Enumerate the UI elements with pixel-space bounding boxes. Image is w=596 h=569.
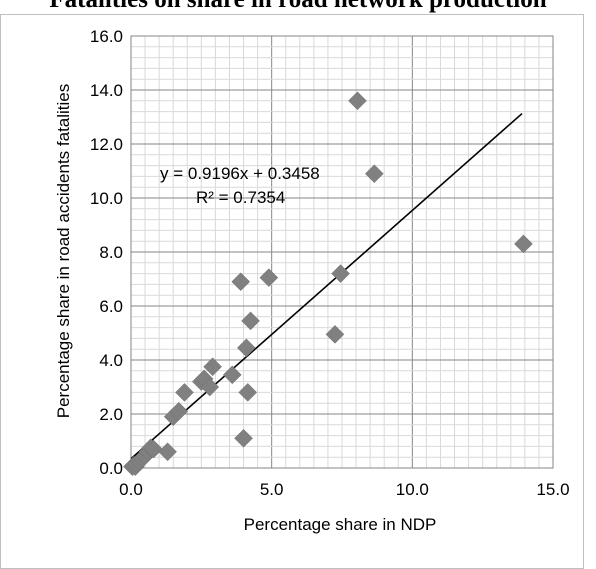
x-axis-label: Percentage share in NDP <box>244 515 437 534</box>
y-tick-label: 12.0 <box>90 135 123 154</box>
data-point <box>259 268 279 288</box>
data-points <box>123 91 533 477</box>
y-tick-label: 0.0 <box>99 459 123 478</box>
trendline-equation: y = 0.9196x + 0.3458 <box>160 164 320 183</box>
r-squared-label: R² = 0.7354 <box>196 188 285 207</box>
chart-frame <box>0 14 584 569</box>
chart-title: Fatalities on share in road network prod… <box>0 0 596 14</box>
data-point <box>331 264 350 283</box>
data-point <box>236 338 256 358</box>
y-tick-label: 2.0 <box>99 405 123 424</box>
data-point <box>222 365 242 385</box>
data-point <box>364 164 384 184</box>
y-tick-label: 10.0 <box>90 189 123 208</box>
data-point <box>169 401 189 421</box>
data-point <box>514 234 533 254</box>
data-point <box>234 428 253 448</box>
data-point <box>175 383 194 402</box>
data-point <box>325 324 345 344</box>
plot-area-frame <box>130 35 554 469</box>
data-point <box>348 91 367 111</box>
x-tick-label: 5.0 <box>260 480 284 499</box>
x-tick-label: 10.0 <box>396 480 429 499</box>
data-point <box>144 439 163 459</box>
y-tick-label: 14.0 <box>90 81 123 100</box>
gridlines <box>130 35 554 469</box>
x-tick-label: 15.0 <box>536 480 569 499</box>
x-tick-labels: 0.0 5.0 10.0 15.0 <box>119 480 569 499</box>
data-point <box>200 377 220 397</box>
y-tick-labels: 0.0 2.0 4.0 6.0 8.0 10.0 12.0 14.0 16.0 <box>90 27 123 478</box>
y-tick-label: 4.0 <box>99 351 123 370</box>
y-tick-label: 6.0 <box>99 297 123 316</box>
data-point <box>241 311 260 331</box>
trendline <box>130 112 523 460</box>
x-tick-label: 0.0 <box>119 480 143 499</box>
data-point <box>238 383 258 402</box>
data-point <box>231 272 251 292</box>
y-axis-label: Percentage share in road accidents fatal… <box>54 84 73 419</box>
trendline-group <box>130 112 523 460</box>
data-point <box>203 357 222 377</box>
y-tick-label: 8.0 <box>99 243 123 262</box>
y-tick-label: 16.0 <box>90 27 123 46</box>
data-point <box>158 442 177 462</box>
